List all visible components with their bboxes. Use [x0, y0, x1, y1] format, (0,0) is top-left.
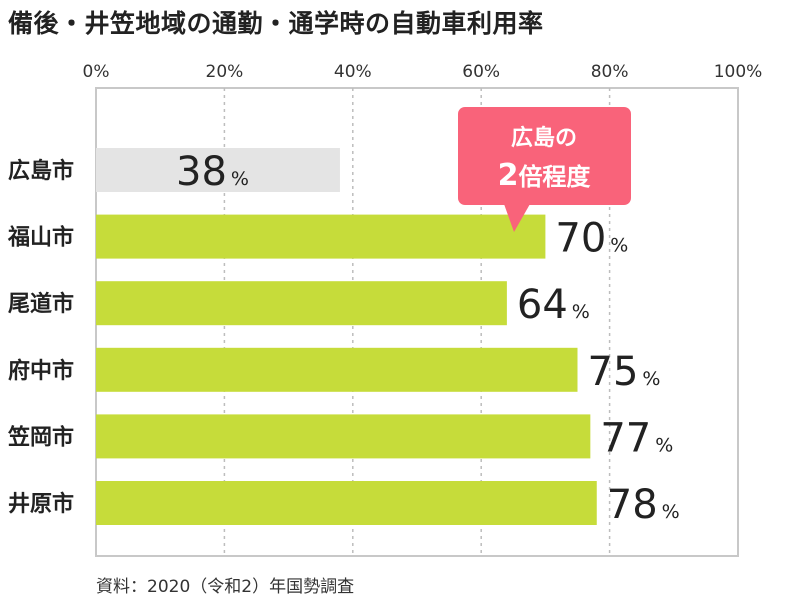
- callout-bubble: 広島の 2倍程度: [458, 107, 631, 232]
- value-number: 75: [588, 349, 639, 395]
- chart-title: 備後・井笠地域の通勤・通学時の自動車利用率: [8, 9, 544, 38]
- value-number: 70: [555, 216, 606, 262]
- value-number: 78: [607, 482, 658, 528]
- value-unit: %: [642, 368, 660, 390]
- value-label: 64%: [517, 282, 590, 328]
- callout-tail: [504, 204, 530, 232]
- value-label: 70%: [555, 216, 628, 262]
- value-unit: %: [572, 301, 590, 323]
- x-tick-label: 0%: [83, 62, 110, 82]
- category-label: 府中市: [8, 358, 74, 384]
- callout-line1: 広島の: [511, 125, 577, 151]
- x-tick-label: 100%: [714, 62, 763, 82]
- value-number: 64: [517, 282, 568, 328]
- x-tick-label: 40%: [334, 62, 372, 82]
- category-label: 広島市: [8, 158, 74, 184]
- value-unit: %: [662, 501, 680, 523]
- value-label: 78%: [607, 482, 680, 528]
- value-unit: %: [610, 235, 628, 257]
- bar: [96, 481, 597, 525]
- callout-box: [458, 107, 631, 205]
- value-labels: 38 %70 %64 %75 %77 %78%: [176, 149, 680, 528]
- bar: [96, 214, 546, 259]
- x-tick-label: 80%: [591, 62, 629, 82]
- x-tick-label: 20%: [206, 62, 244, 82]
- value-label: 38%: [176, 149, 249, 195]
- callout-line2: 2倍程度: [498, 158, 592, 193]
- source-note: 資料：2020（令和2）年国勢調査: [96, 577, 355, 597]
- callout-number: 2: [498, 158, 519, 193]
- bar: [96, 148, 340, 192]
- value-number: 77: [600, 415, 651, 461]
- category-label: 笠岡市: [7, 424, 74, 450]
- bar: [96, 414, 591, 459]
- x-tick-label: 60%: [462, 62, 500, 82]
- value-label: 77%: [600, 415, 673, 461]
- bar: [96, 347, 578, 392]
- value-number: 38: [176, 149, 227, 195]
- value-unit: %: [655, 434, 673, 456]
- category-label: 井原市: [8, 491, 74, 517]
- value-label: 75%: [588, 349, 661, 395]
- value-unit: %: [231, 168, 249, 190]
- category-label: 尾道市: [8, 291, 74, 317]
- bar: [96, 281, 507, 326]
- bars: [96, 148, 597, 525]
- category-label: 福山市: [7, 225, 74, 251]
- x-axis-ticks: 0% 20% 40% 60% 80% 100%: [83, 62, 763, 82]
- callout-text: 倍程度: [518, 163, 591, 191]
